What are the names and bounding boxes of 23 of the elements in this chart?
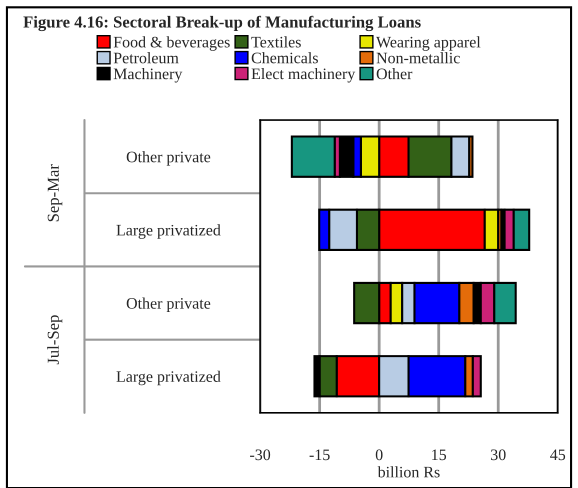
- legend-label: Elect machinery: [252, 68, 356, 82]
- text: Sep-Mar: [48, 164, 62, 222]
- x-tick-label: 15: [432, 450, 446, 460]
- legend-label: Food & beverages: [114, 36, 230, 51]
- y-tick-label: Large privatized: [116, 370, 221, 386]
- legend-label: Petroleum: [114, 52, 179, 64]
- x-tick-label: 0: [376, 449, 383, 460]
- text: Jul-Sep: [47, 315, 62, 364]
- x-tick-label: -15: [310, 450, 330, 460]
- legend-label: Wearing apparel: [376, 36, 480, 51]
- y-tick-label: Other private: [126, 298, 210, 312]
- x-axis-title: billion Rs: [378, 466, 440, 478]
- chart-title: Figure 4.16: Sectoral Break-up of Manufacturing Loans: [23, 16, 421, 32]
- x-tick-label: 30: [491, 449, 506, 460]
- x-tick-label: -30: [250, 449, 270, 460]
- y-tick-label: Large privatized: [116, 224, 221, 239]
- y-tick-label: Other private: [126, 151, 210, 166]
- legend-label: Other: [376, 68, 412, 80]
- legend-label: Non-metallic: [376, 52, 460, 64]
- x-tick-label: 45: [550, 450, 566, 460]
- legend-label: Textiles: [251, 36, 301, 48]
- legend-label: Machinery: [114, 68, 182, 83]
- legend-label: Chemicals: [252, 52, 318, 64]
